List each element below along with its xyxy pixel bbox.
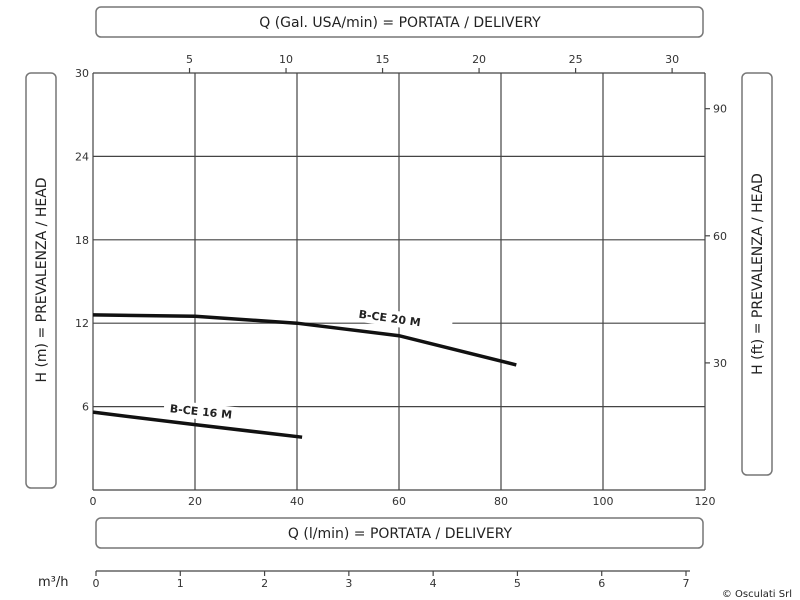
series-line-1 xyxy=(92,313,517,367)
x-tick-label: 60 xyxy=(392,495,406,508)
series-label-bg xyxy=(351,304,453,335)
right-tick-label: 60 xyxy=(713,230,727,243)
top-tick-label: 30 xyxy=(665,53,679,66)
right-tick-label: 90 xyxy=(713,103,727,116)
x-tick-label: 100 xyxy=(593,495,614,508)
m3h-tick-label: 0 xyxy=(93,577,100,590)
x-tick-label: 20 xyxy=(188,495,202,508)
x-tick-label: 0 xyxy=(90,495,97,508)
x-tick-label: 120 xyxy=(695,495,716,508)
top-tick-label: 15 xyxy=(376,53,390,66)
y-tick-label: 24 xyxy=(75,150,89,163)
series-line-2 xyxy=(92,410,303,439)
m3h-tick-label: 3 xyxy=(345,577,352,590)
top-tick-label: 20 xyxy=(472,53,486,66)
x-tick-label: 80 xyxy=(494,495,508,508)
x-tick-label: 40 xyxy=(290,495,304,508)
y-axis-title: H (m) = PREVALENZA / HEAD xyxy=(34,177,50,382)
series-label: B-CE 16 M xyxy=(169,402,232,421)
x-axis-title-box xyxy=(95,517,704,549)
m3h-tick-label: 7 xyxy=(683,577,690,590)
top-tick-label: 5 xyxy=(186,53,193,66)
series-label-bg xyxy=(163,399,265,426)
y-tick-label: 18 xyxy=(75,234,89,247)
top-tick-label: 25 xyxy=(569,53,583,66)
right-tick-label: 30 xyxy=(713,357,727,370)
m3h-tick-label: 4 xyxy=(430,577,437,590)
right-axis-title-box xyxy=(741,72,773,476)
m3h-tick-label: 1 xyxy=(177,577,184,590)
copyright: © Osculati Srl xyxy=(722,589,792,600)
y-tick-label: 12 xyxy=(75,317,89,330)
top-tick-label: 10 xyxy=(279,53,293,66)
x-axis-title: Q (l/min) = PORTATA / DELIVERY xyxy=(288,526,513,542)
m3h-tick-label: 5 xyxy=(514,577,521,590)
top-axis-title: Q (Gal. USA/min) = PORTATA / DELIVERY xyxy=(259,15,541,31)
top-axis-title-box xyxy=(95,6,704,38)
y-axis-title-box xyxy=(25,72,57,489)
m3h-label: m³/h xyxy=(38,575,69,590)
m3h-tick-label: 2 xyxy=(261,577,268,590)
y-tick-label: 30 xyxy=(75,67,89,80)
right-axis-title: H (ft) = PREVALENZA / HEAD xyxy=(750,173,766,375)
m3h-tick-label: 6 xyxy=(598,577,605,590)
y-tick-label: 6 xyxy=(82,401,89,414)
